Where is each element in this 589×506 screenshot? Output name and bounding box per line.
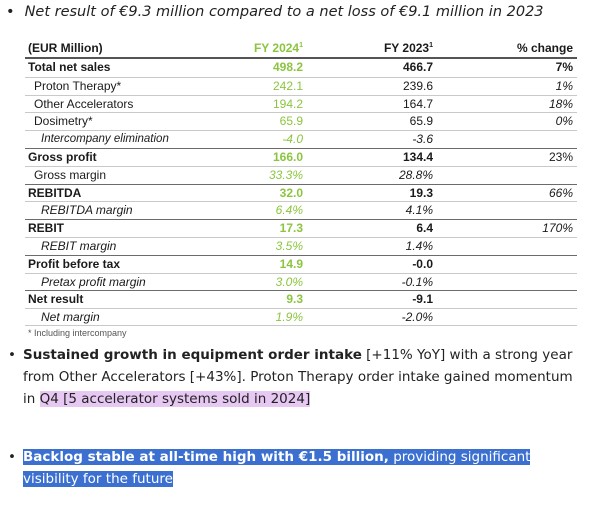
row-fy2023: -0.1% bbox=[401, 274, 433, 289]
row-label: REBIT margin bbox=[41, 238, 117, 253]
bullet-dot: • bbox=[8, 449, 16, 465]
table-row: Intercompany elimination -4.0 -3.6 bbox=[25, 130, 577, 148]
table-header-row: (EUR Million) FY 20241 FY 20231 % change bbox=[25, 40, 577, 59]
header-fy2024: FY 20241 bbox=[253, 41, 303, 55]
row-label: Proton Therapy* bbox=[34, 78, 122, 93]
row-label: Net margin bbox=[41, 310, 100, 325]
bullet-dot: • bbox=[6, 4, 15, 20]
financial-table: (EUR Million) FY 20241 FY 20231 % change… bbox=[25, 40, 577, 338]
row-fy2024: 17.3 bbox=[279, 221, 303, 236]
bullet-backlog-text: providing significant visibility for the… bbox=[23, 449, 531, 487]
row-pct: 66% bbox=[548, 185, 573, 200]
row-fy2024: 166.0 bbox=[272, 149, 303, 164]
row-label: Dosimetry* bbox=[34, 114, 93, 129]
row-fy2023: 134.4 bbox=[402, 149, 433, 164]
table-row: Net result 9.3 -9.1 bbox=[25, 290, 577, 308]
table-row: Profit before tax 14.9 -0.0 bbox=[25, 254, 577, 273]
bullet-dot: • bbox=[8, 347, 16, 363]
row-fy2023: 164.7 bbox=[402, 96, 433, 111]
row-fy2023: 28.8% bbox=[398, 167, 433, 182]
bullet-order-highlight: Q4 [5 accelerator systems sold in 2024] bbox=[39, 391, 311, 407]
bullet-backlog-selection[interactable]: Backlog stable at all-time high with €1.… bbox=[23, 449, 531, 487]
row-fy2023: 466.7 bbox=[402, 60, 433, 74]
row-fy2024: 6.4% bbox=[275, 203, 303, 218]
row-label: Net result bbox=[28, 292, 84, 307]
row-fy2023: -2.0% bbox=[401, 310, 433, 325]
table-row: Total net sales 498.2 466.7 7% bbox=[25, 59, 577, 77]
row-label: Gross profit bbox=[28, 149, 97, 164]
table-row: Gross profit 166.0 134.4 23% bbox=[25, 147, 577, 166]
bullet-backlog-bold: Backlog stable at all-time high with €1.… bbox=[23, 449, 389, 465]
header-pct: % change bbox=[516, 41, 573, 55]
table-row: REBIT 17.3 6.4 170% bbox=[25, 219, 577, 237]
bullet-backlog: • Backlog stable at all-time high with €… bbox=[6, 446, 581, 490]
row-label: Profit before tax bbox=[28, 256, 121, 271]
row-label: REBIT bbox=[28, 221, 64, 236]
row-fy2024: 14.9 bbox=[279, 256, 303, 271]
row-fy2023: 239.6 bbox=[402, 78, 433, 93]
table-row: Proton Therapy* 242.1 239.6 1% bbox=[25, 76, 577, 95]
row-fy2023: 65.9 bbox=[409, 114, 433, 129]
row-pct: 23% bbox=[548, 149, 573, 164]
row-pct: 1% bbox=[555, 78, 573, 93]
row-fy2023: -9.1 bbox=[412, 292, 433, 307]
table-row: Pretax profit margin 3.0% -0.1% bbox=[25, 272, 577, 291]
row-fy2023: 19.3 bbox=[409, 185, 433, 200]
row-fy2024: -4.0 bbox=[282, 132, 303, 147]
row-fy2024: 33.3% bbox=[268, 167, 303, 182]
table-row: REBITDA margin 6.4% 4.1% bbox=[25, 201, 577, 219]
row-pct: 170% bbox=[542, 221, 573, 236]
bullet-list: • Sustained growth in equipment order in… bbox=[6, 344, 581, 490]
intro-bullet: • Net result of €9.3 million compared to … bbox=[6, 4, 544, 20]
row-pct: 18% bbox=[548, 96, 573, 111]
table-row: REBIT margin 3.5% 1.4% bbox=[25, 236, 577, 255]
bullet-order-bold: Sustained growth in equipment order inta… bbox=[23, 347, 362, 363]
table-row: REBITDA 32.0 19.3 66% bbox=[25, 183, 577, 202]
row-label: REBITDA margin bbox=[41, 203, 133, 218]
row-fy2024: 9.3 bbox=[286, 292, 303, 307]
row-fy2024: 498.2 bbox=[272, 60, 303, 74]
row-fy2023: 1.4% bbox=[405, 238, 433, 253]
table-footnote: * Including intercompany bbox=[28, 328, 127, 338]
table-row: Gross margin 33.3% 28.8% bbox=[25, 165, 577, 184]
row-fy2023: -3.6 bbox=[412, 132, 433, 147]
row-fy2023: 4.1% bbox=[405, 203, 433, 218]
row-fy2024: 1.9% bbox=[275, 310, 303, 325]
bullet-order-text: [+11% YoY] with a strong year from Other… bbox=[23, 347, 573, 407]
table-row: Net margin 1.9% -2.0% bbox=[25, 308, 577, 326]
table-row: Other Accelerators 194.2 164.7 18% bbox=[25, 94, 577, 113]
row-fy2024: 65.9 bbox=[279, 114, 303, 129]
row-fy2023: -0.0 bbox=[412, 256, 433, 271]
row-label: Other Accelerators bbox=[34, 96, 134, 111]
row-fy2024: 3.5% bbox=[275, 238, 303, 253]
header-label: (EUR Million) bbox=[28, 41, 103, 55]
row-fy2023: 6.4 bbox=[416, 221, 433, 236]
row-fy2024: 242.1 bbox=[272, 78, 303, 93]
row-pct: 7% bbox=[555, 60, 573, 74]
table-row: Dosimetry* 65.9 65.9 0% bbox=[25, 112, 577, 130]
row-pct: 0% bbox=[555, 114, 573, 129]
row-label: REBITDA bbox=[28, 185, 82, 200]
row-label: Gross margin bbox=[34, 167, 107, 182]
row-fy2024: 32.0 bbox=[279, 185, 303, 200]
bullet-order-intake: • Sustained growth in equipment order in… bbox=[6, 344, 581, 410]
intro-bullet-text: Net result of €9.3 million compared to a… bbox=[24, 4, 544, 20]
header-fy2023: FY 20231 bbox=[383, 41, 433, 55]
row-fy2024: 194.2 bbox=[272, 96, 303, 111]
row-label: Intercompany elimination bbox=[41, 133, 169, 146]
row-fy2024: 3.0% bbox=[275, 274, 303, 289]
row-label: Total net sales bbox=[28, 60, 111, 74]
row-label: Pretax profit margin bbox=[41, 274, 146, 289]
